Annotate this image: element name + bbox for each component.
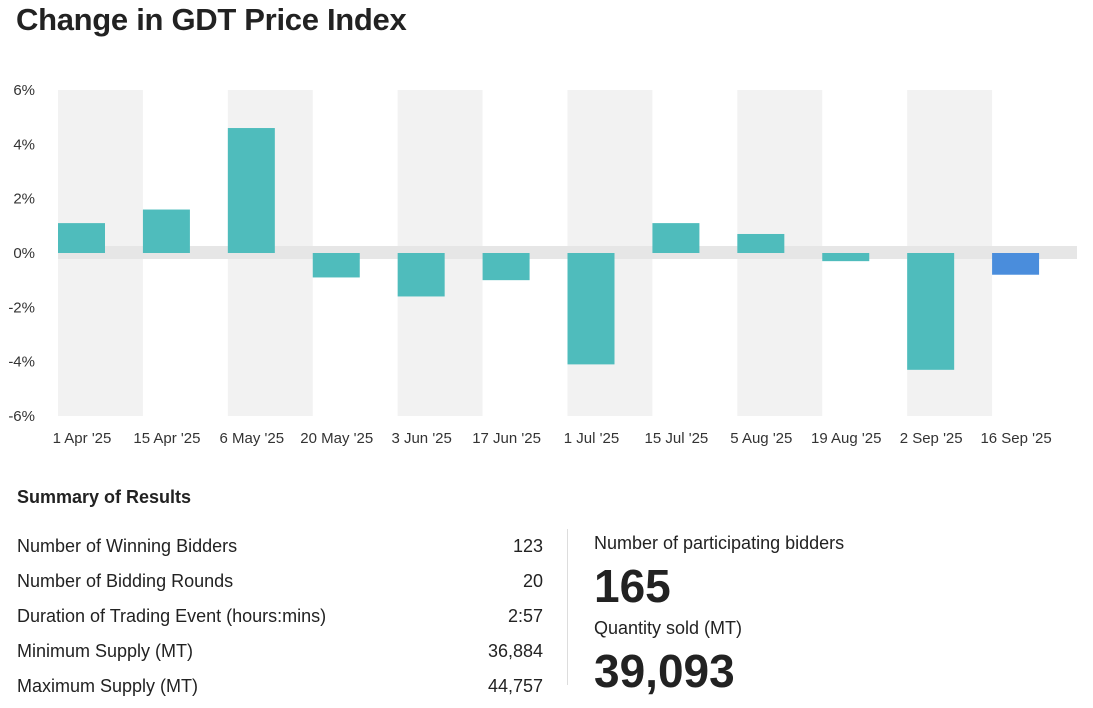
y-tick-label: -4% bbox=[8, 354, 35, 371]
x-axis-ticks: 1 Apr '25 15 Apr '25 6 May '25 20 May '25 3 … bbox=[53, 430, 1052, 447]
summary-table: Number of Winning Bidders 123 Number of … bbox=[17, 529, 543, 704]
bar bbox=[652, 223, 700, 253]
summary-row-label: Number of Bidding Rounds bbox=[17, 571, 234, 591]
bar bbox=[58, 223, 105, 253]
bar bbox=[737, 233, 785, 253]
participating-bidders-value: 165 bbox=[594, 560, 671, 612]
y-tick-label: -6% bbox=[8, 408, 35, 425]
quantity-sold-label: Quantity sold (MT) bbox=[594, 618, 743, 638]
bar bbox=[312, 253, 360, 278]
bar bbox=[992, 253, 1040, 275]
price-index-chart: 6% 4% 2% 0% -2% -4% -6% 1 Apr '25 15 Apr '25 6 M… bbox=[8, 82, 1077, 447]
bar bbox=[567, 253, 615, 365]
x-tick-label: 2 Sep '25 bbox=[900, 430, 963, 447]
y-axis-ticks: 6% 4% 2% 0% -2% -4% -6% bbox=[8, 82, 35, 425]
x-tick-label: 6 May '25 bbox=[220, 430, 285, 447]
summary-row-value: 36,884 bbox=[487, 641, 543, 661]
participating-bidders-kpi: Number of participating bidders 165 bbox=[594, 533, 844, 609]
summary-title: Summary of Results bbox=[17, 487, 192, 507]
y-tick-label: -2% bbox=[8, 299, 35, 316]
summary-row-value: 123 bbox=[512, 536, 543, 556]
x-tick-label: 15 Jul '25 bbox=[645, 430, 709, 447]
summary-row-value: 2:57 bbox=[507, 606, 543, 626]
x-tick-label: 1 Apr '25 bbox=[53, 430, 112, 447]
bar bbox=[482, 253, 530, 281]
bar bbox=[142, 209, 190, 253]
summary-row-label: Number of Winning Bidders bbox=[17, 536, 238, 556]
y-tick-label: 4% bbox=[13, 136, 35, 153]
x-tick-label: 19 Aug '25 bbox=[811, 430, 881, 447]
summary-row-label: Duration of Trading Event (hours:mins) bbox=[17, 606, 327, 626]
bar bbox=[227, 128, 275, 253]
summary-row-label: Maximum Supply (MT) bbox=[17, 676, 199, 696]
x-tick-label: 5 Aug '25 bbox=[730, 430, 792, 447]
summary-row: Number of Winning Bidders 123 bbox=[17, 529, 543, 564]
summary-row-label: Minimum Supply (MT) bbox=[17, 641, 194, 661]
chart-bars bbox=[58, 128, 1040, 370]
x-tick-label: 15 Apr '25 bbox=[133, 430, 200, 447]
x-tick-label: 20 May '25 bbox=[300, 430, 373, 447]
summary-divider bbox=[567, 529, 568, 685]
x-tick-label: 3 Jun '25 bbox=[391, 430, 451, 447]
participating-bidders-label: Number of participating bidders bbox=[594, 533, 845, 553]
y-tick-label: 0% bbox=[13, 245, 35, 262]
quantity-sold-kpi: Quantity sold (MT) 39,093 bbox=[594, 618, 742, 694]
x-tick-label: 17 Jun '25 bbox=[472, 430, 541, 447]
bar bbox=[822, 253, 870, 262]
summary-row: Number of Bidding Rounds 20 bbox=[17, 564, 543, 599]
summary-row: Minimum Supply (MT) 36,884 bbox=[17, 634, 543, 669]
bar bbox=[907, 253, 955, 370]
quantity-sold-value: 39,093 bbox=[594, 645, 735, 697]
y-tick-label: 2% bbox=[13, 191, 35, 208]
bar bbox=[397, 253, 445, 297]
page-title: Change in GDT Price Index bbox=[16, 2, 407, 37]
x-tick-label: 16 Sep '25 bbox=[980, 430, 1051, 447]
summary-row: Maximum Supply (MT) 44,757 bbox=[17, 669, 543, 704]
summary-row-value: 20 bbox=[522, 571, 543, 591]
summary-row: Duration of Trading Event (hours:mins) 2… bbox=[17, 599, 543, 634]
x-tick-label: 1 Jul '25 bbox=[564, 430, 619, 447]
summary-row-value: 44,757 bbox=[487, 676, 543, 696]
y-tick-label: 6% bbox=[13, 82, 35, 99]
